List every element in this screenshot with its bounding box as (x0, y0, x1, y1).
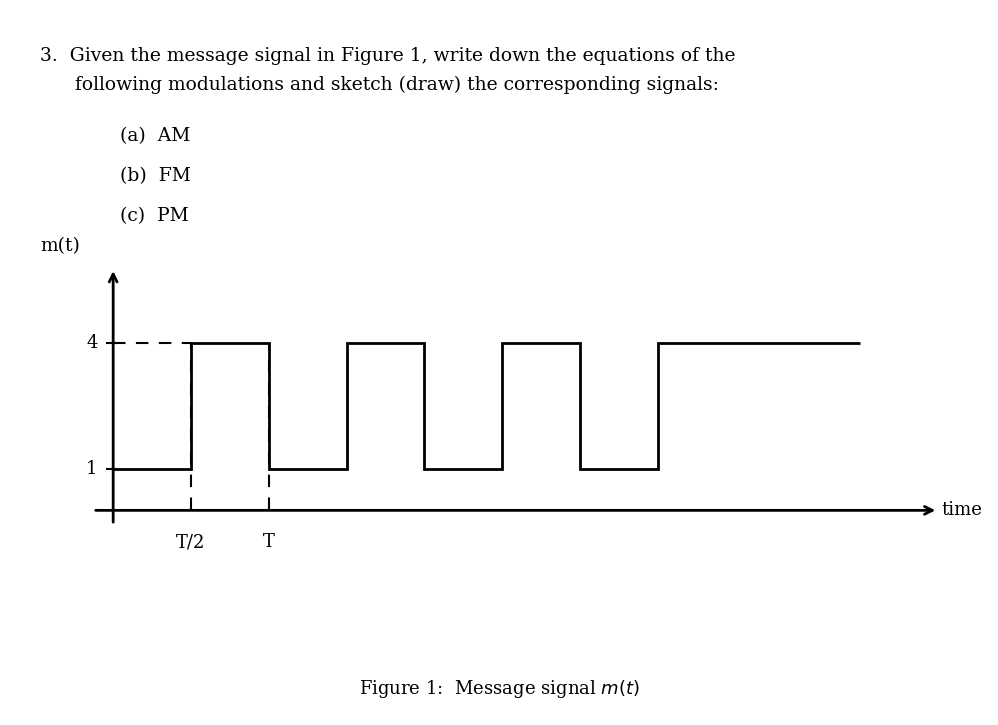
Text: T/2: T/2 (177, 534, 206, 551)
Text: time: time (941, 502, 982, 519)
Text: 1: 1 (86, 460, 98, 478)
Text: (b)  FM: (b) FM (120, 167, 191, 185)
Text: (c)  PM: (c) PM (120, 207, 189, 225)
Text: following modulations and sketch (draw) the corresponding signals:: following modulations and sketch (draw) … (75, 76, 719, 94)
Text: m(t): m(t) (40, 237, 80, 255)
Text: T: T (262, 534, 274, 551)
Text: (a)  AM: (a) AM (120, 127, 191, 145)
Text: 3.  Given the message signal in Figure 1, write down the equations of the: 3. Given the message signal in Figure 1,… (40, 47, 736, 65)
Text: 4: 4 (86, 334, 98, 352)
Text: Figure 1:  Message signal $m(t)$: Figure 1: Message signal $m(t)$ (358, 678, 640, 700)
